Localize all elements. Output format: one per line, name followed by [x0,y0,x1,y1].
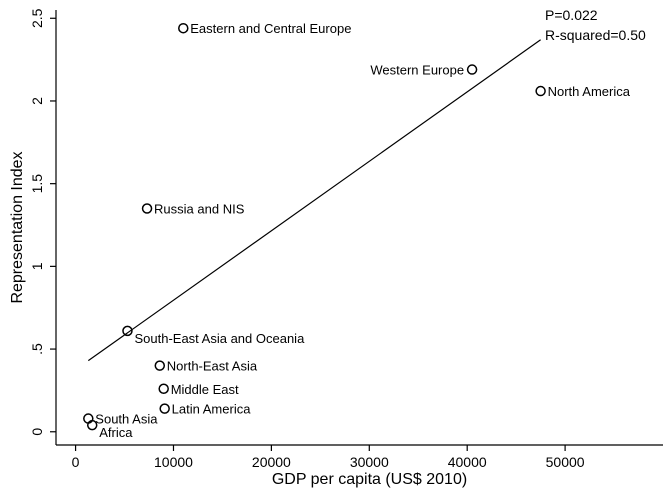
p-value-annotation: P=0.022 [545,7,598,23]
data-point [158,383,169,395]
data-point [466,64,478,75]
x-tick-label: 50000 [546,454,585,470]
point-label: Russia and NIS [154,201,245,216]
x-tick-label: 40000 [448,454,487,470]
point-label: Africa [99,425,133,440]
y-axis-ticks: 0 .5 1 1.5 2 2.5 [29,8,56,436]
y-axis-title: Representation Index [9,151,26,303]
point-label: South Asia [95,412,158,427]
data-point [141,203,153,214]
y-tick-label: 0 [29,428,45,436]
point-label: North America [548,84,631,99]
y-tick-label: 1.5 [29,174,45,194]
data-point [154,360,166,371]
point-label: South-East Asia and Oceania [134,331,305,346]
x-tick-label: 0 [72,454,80,470]
fit-line [87,39,541,362]
data-points: Eastern and Central Europe Western Europe… [83,21,631,440]
point-label: Eastern and Central Europe [190,21,351,36]
r-squared-annotation: R-squared=0.50 [545,27,646,43]
y-tick-label: 2.5 [29,8,45,28]
point-label: Latin America [172,402,252,417]
x-axis-title: GDP per capita (US$ 2010) [272,471,467,488]
point-label: North-East Asia [167,359,258,374]
y-tick-label: 2 [29,97,45,105]
y-tick-label: .5 [29,343,45,355]
point-label: Middle East [171,382,239,397]
data-point [86,419,98,431]
data-point [535,85,546,97]
data-point [159,403,170,414]
x-axis-ticks: 0 10000 20000 30000 40000 50000 [72,445,585,470]
y-tick-label: 1 [29,262,45,270]
x-tick-label: 10000 [154,454,193,470]
data-point [122,325,133,337]
x-tick-label: 30000 [350,454,389,470]
x-tick-label: 20000 [252,454,291,470]
point-label: Western Europe [370,63,464,78]
data-point [178,22,189,34]
